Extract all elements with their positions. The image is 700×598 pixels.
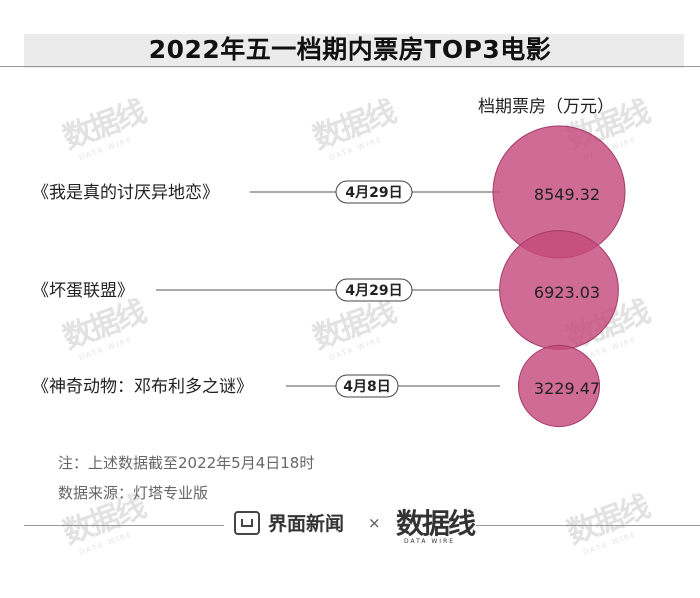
value-label: 6923.03 [534, 283, 600, 302]
brand-name: 界面新闻 [268, 513, 345, 535]
footer-divider-left [24, 525, 224, 526]
value-label: 3229.47 [534, 379, 600, 398]
date-pill [335, 374, 399, 398]
times-sign: × [368, 514, 381, 532]
jiemian-logo: 界面新闻 [234, 509, 344, 536]
movie-name-label: 《神奇动物：邓布利多之谜》 [32, 377, 253, 397]
date-pill [335, 180, 413, 204]
title-background [24, 34, 684, 68]
page-title: 2022年五一档期内票房TOP3电影 [148, 35, 552, 64]
movie-name-label: 《我是真的讨厌异地恋》 [32, 182, 219, 203]
date-pill [335, 278, 413, 302]
jiemian-logo-icon [234, 510, 260, 535]
title-underline [0, 66, 700, 67]
bubble-mark [517, 344, 601, 428]
release-date-label: 4月8日 [343, 379, 390, 395]
value-axis-label: 档期票房（万元） [478, 97, 614, 117]
release-date-label: 4月29日 [345, 283, 402, 299]
datawire-logo: 数据线 DATA WIRE [396, 507, 476, 545]
footer-divider-right [476, 525, 700, 526]
value-label: 8549.32 [534, 185, 600, 204]
data-note: 注：上述数据截至2022年5月4日18时 [58, 454, 315, 472]
data-source: 数据来源：灯塔专业版 [58, 484, 209, 502]
release-date-label: 4月29日 [345, 185, 402, 201]
movie-name-label: 《坏蛋联盟》 [32, 281, 134, 301]
